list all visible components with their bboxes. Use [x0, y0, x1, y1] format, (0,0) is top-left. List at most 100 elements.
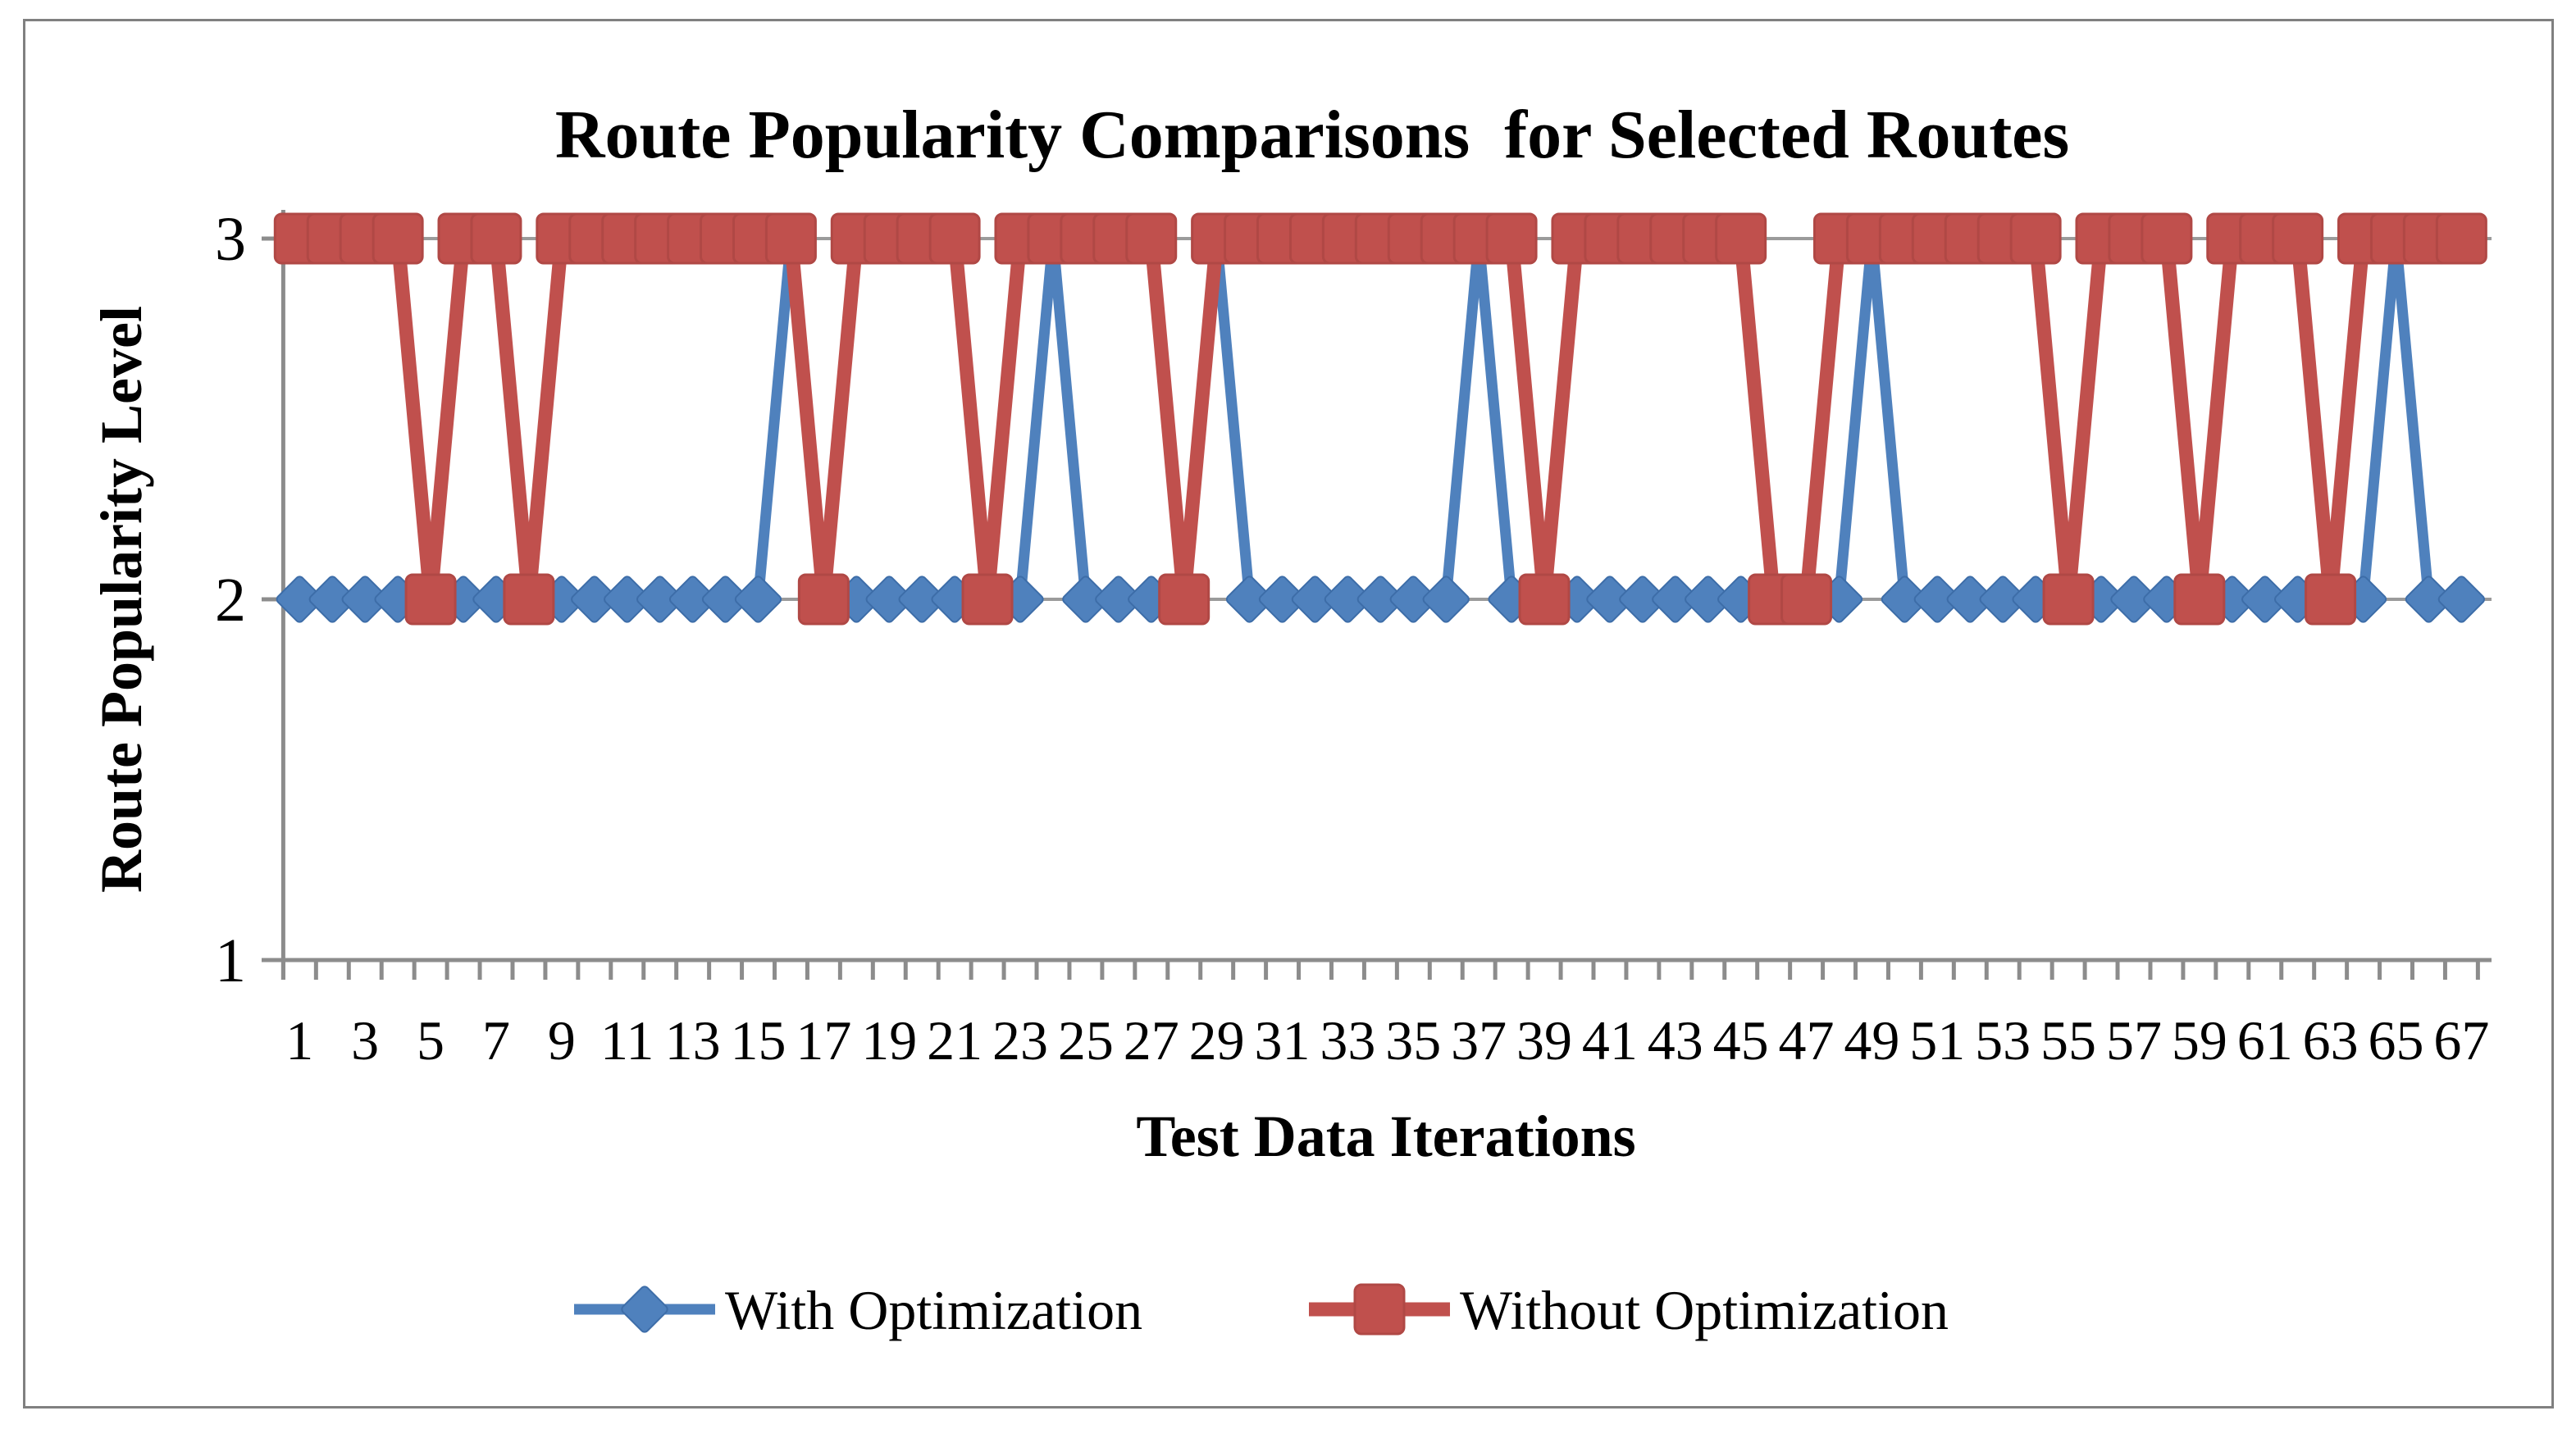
x-tick-label: 65 [2368, 1009, 2423, 1072]
diamond-marker [2110, 576, 2158, 623]
square-marker [2009, 212, 2062, 265]
diamond-marker [276, 576, 323, 623]
square-marker [2042, 573, 2095, 626]
y-tick-labels: 1 2 3 [215, 205, 246, 995]
y-tick-label: 3 [215, 205, 246, 274]
diamond-marker [1225, 576, 1274, 623]
x-tick-label: 45 [1713, 1009, 1769, 1072]
diamond-marker [1881, 576, 1928, 623]
square-marker [2173, 573, 2226, 626]
x-tick-label: 21 [927, 1009, 983, 1072]
series-plot-area [273, 212, 2487, 626]
diamond-marker [1291, 576, 1339, 623]
legend-label-with-optimization: With Optimization [725, 1279, 1142, 1341]
diamond-marker [1062, 576, 1110, 623]
diamond-marker [898, 576, 946, 623]
x-tick-label: 49 [1844, 1009, 1899, 1072]
square-marker [404, 573, 457, 626]
x-tick-label: 37 [1451, 1009, 1507, 1072]
diamond-marker [1095, 576, 1142, 623]
x-tick-label: 31 [1255, 1009, 1311, 1072]
diamond-marker [865, 576, 913, 623]
x-tick-label: 47 [1779, 1009, 1835, 1072]
square-marker [928, 212, 981, 265]
diamond-marker [1324, 576, 1372, 623]
x-tick-label: 35 [1385, 1009, 1441, 1072]
x-tick-label: 25 [1058, 1009, 1114, 1072]
x-tick-label: 43 [1648, 1009, 1703, 1072]
diamond-marker [1619, 576, 1666, 623]
square-marker [797, 573, 850, 626]
diamond-marker [1652, 576, 1699, 623]
x-tick-label: 9 [548, 1009, 576, 1072]
square-marker [961, 573, 1014, 626]
square-marker [1125, 212, 1178, 265]
square-marker [2272, 212, 2324, 265]
square-marker [1780, 573, 1833, 626]
diamond-marker [1258, 576, 1306, 623]
diamond-marker [1389, 576, 1437, 623]
x-tick-label: 33 [1320, 1009, 1375, 1072]
x-tick-label: 19 [861, 1009, 917, 1072]
x-tick-label: 53 [1975, 1009, 2031, 1072]
x-tick-label: 11 [600, 1009, 654, 1072]
figure-border [23, 19, 2554, 1409]
diamond-marker [1946, 576, 1994, 623]
x-tick-label: 67 [2433, 1009, 2489, 1072]
legend: With Optimization Without Optimization [574, 1279, 1949, 1341]
series-without-optimization [273, 212, 2487, 626]
x-tick-label: 3 [351, 1009, 379, 1072]
y-tick-label: 2 [215, 566, 246, 635]
diamond-marker [1586, 576, 1634, 623]
diamond-marker [668, 576, 717, 623]
x-tick-labels: 1 3 5 7 9 11 13 15 17 19 21 23 25 27 29 31 33 35 37 39 41 43 4… [285, 1009, 2489, 1072]
x-tick-label: 61 [2237, 1009, 2293, 1072]
x-tick-label: 41 [1582, 1009, 1638, 1072]
x-tick-label: 17 [796, 1009, 851, 1072]
x-tick-label: 1 [285, 1009, 313, 1072]
diamond-marker [2241, 576, 2289, 623]
x-tick-label: 51 [1909, 1009, 1965, 1072]
x-tick-label: 27 [1124, 1009, 1179, 1072]
diamond-marker [571, 576, 618, 623]
diamond-marker [308, 576, 356, 623]
square-marker [372, 212, 424, 265]
diamond-marker [1913, 576, 1961, 623]
x-tick-label: 57 [2106, 1009, 2162, 1072]
diamond-marker [1356, 576, 1404, 623]
square-marker [470, 212, 522, 265]
square-marker [1715, 212, 1767, 265]
square-marker [2305, 573, 2357, 626]
x-tick-label: 15 [730, 1009, 786, 1072]
x-tick-label: 23 [992, 1009, 1048, 1072]
diamond-marker [2405, 576, 2453, 623]
square-marker [1485, 212, 1538, 265]
diamond-marker [1979, 576, 2027, 623]
legend-label-without-optimization: Without Optimization [1460, 1279, 1949, 1341]
x-tick-label: 55 [2040, 1009, 2096, 1072]
x-tick-label: 59 [2172, 1009, 2227, 1072]
y-tick-label: 1 [215, 926, 246, 995]
x-tick-label: 13 [665, 1009, 721, 1072]
square-marker [764, 212, 817, 265]
diamond-marker [1685, 576, 1732, 623]
diamond-marker [2437, 576, 2485, 623]
legend-swatches [574, 1283, 1450, 1336]
chart-title: Route Popularity Comparisons for Selecte… [555, 97, 2069, 173]
square-marker [2435, 212, 2487, 265]
diamond-marker [1422, 576, 1470, 623]
x-tick-label: 7 [482, 1009, 510, 1072]
square-marker [503, 573, 555, 626]
x-tick-label: 39 [1516, 1009, 1572, 1072]
diamond-marker [734, 576, 782, 623]
x-tick-label: 63 [2303, 1009, 2359, 1072]
square-marker [1353, 1283, 1406, 1336]
diamond-marker [604, 576, 651, 623]
y-axis-title: Route Popularity Level [89, 306, 154, 893]
diamond-marker [341, 576, 389, 623]
square-marker [1518, 573, 1571, 626]
x-tick-label: 5 [417, 1009, 445, 1072]
diamond-marker [636, 576, 684, 623]
